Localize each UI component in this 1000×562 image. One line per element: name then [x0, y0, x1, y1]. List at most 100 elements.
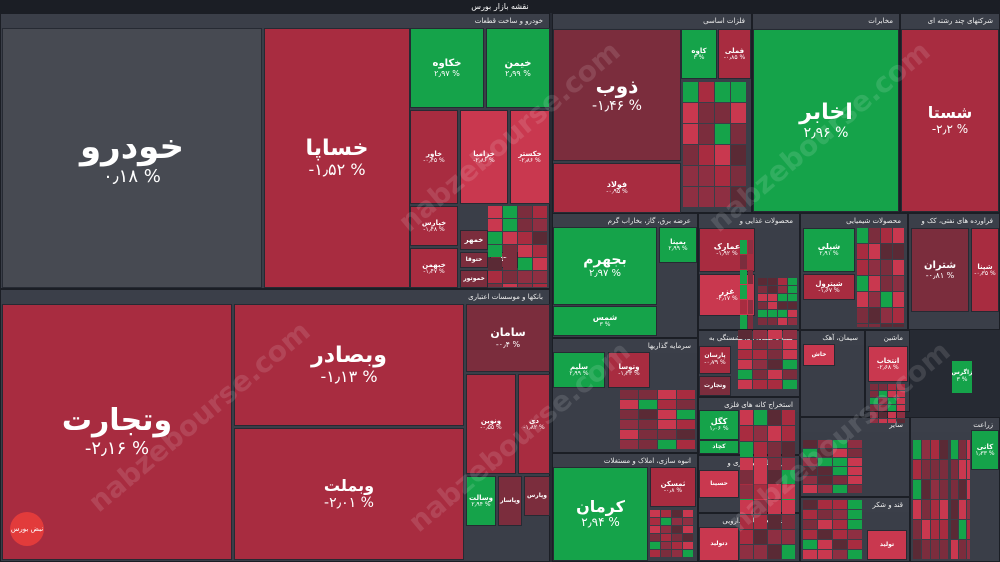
stock-cell[interactable] [503, 245, 517, 257]
stock-cell[interactable] [768, 370, 782, 379]
stock-cell[interactable] [869, 308, 880, 323]
stock-cell[interactable] [740, 315, 747, 329]
stock-cell[interactable] [768, 294, 777, 301]
stock-tile[interactable]: وتجارت% ۲٫۱۶- [2, 304, 232, 560]
stock-cell[interactable] [754, 426, 767, 441]
stock-cell[interactable] [620, 390, 638, 399]
stock-tile[interactable]: اخابر% ۲٫۹۶ [753, 29, 899, 212]
stock-tile[interactable]: خاش [803, 344, 835, 366]
stock-cell[interactable] [803, 467, 817, 475]
stock-cell[interactable] [740, 442, 753, 457]
stock-tile[interactable]: سلیم% ۲٫۹۹ [553, 352, 605, 388]
stock-cell[interactable] [959, 520, 966, 539]
stock-cell[interactable] [758, 286, 767, 293]
stock-cell[interactable] [738, 330, 752, 339]
stock-cell[interactable] [940, 460, 948, 479]
stock-cell[interactable] [782, 470, 795, 484]
stock-cell[interactable] [620, 430, 638, 439]
stock-tile[interactable]: ثمسکن% ۰٫۸- [650, 467, 696, 507]
stock-tile[interactable]: ذوب% ۱٫۴۶- [553, 29, 681, 161]
stock-cell[interactable] [758, 318, 767, 325]
stock-cell[interactable] [833, 449, 847, 457]
stock-cell[interactable] [753, 350, 767, 359]
stock-cell[interactable] [658, 400, 676, 409]
stock-cell[interactable] [518, 232, 532, 244]
stock-cell[interactable] [931, 500, 939, 519]
stock-cell[interactable] [672, 542, 682, 549]
stock-cell[interactable] [488, 219, 502, 231]
stock-tile[interactable]: کچاد [699, 440, 739, 454]
stock-cell[interactable] [768, 340, 782, 349]
stock-cell[interactable] [768, 310, 777, 317]
stock-cell[interactable] [488, 284, 502, 287]
stock-tile[interactable]: ونوین% ۰٫۵۵- [466, 374, 516, 474]
stock-cell[interactable] [967, 460, 970, 479]
stock-cell[interactable] [922, 440, 930, 459]
stock-tile[interactable]: کاوه% ۳ [681, 29, 717, 79]
stock-cell[interactable] [503, 271, 517, 283]
stock-cell[interactable] [959, 540, 966, 559]
stock-cell[interactable] [857, 228, 868, 243]
stock-cell[interactable] [658, 430, 676, 439]
stock-cell[interactable] [869, 228, 880, 243]
stock-cell[interactable] [754, 515, 767, 529]
stock-cell[interactable] [754, 410, 767, 425]
stock-cell[interactable] [731, 124, 746, 144]
stock-tile[interactable]: پارسان% ۰٫۷۹- [699, 346, 731, 374]
stock-cell[interactable] [715, 145, 730, 165]
stock-cell[interactable] [782, 426, 795, 441]
stock-cell[interactable] [888, 398, 896, 404]
stock-cell[interactable] [897, 398, 905, 404]
stock-cell[interactable] [803, 540, 817, 549]
stock-cell[interactable] [922, 520, 930, 539]
stock-cell[interactable] [888, 384, 896, 390]
stock-tile[interactable]: وبملت% ۲٫۰۱- [234, 428, 464, 560]
stock-cell[interactable] [870, 412, 878, 418]
stock-cell[interactable] [658, 390, 676, 399]
stock-cell[interactable] [893, 308, 904, 323]
stock-cell[interactable] [639, 440, 657, 449]
stock-cell[interactable] [833, 476, 847, 484]
stock-cell[interactable] [677, 440, 695, 449]
stock-cell[interactable] [639, 400, 657, 409]
stock-cell[interactable] [699, 166, 714, 186]
stock-cell[interactable] [870, 398, 878, 404]
stock-tile[interactable]: وبصادر% ۱٫۱۳- [234, 304, 464, 426]
stock-cell[interactable] [922, 460, 930, 479]
stock-cell[interactable] [869, 260, 880, 275]
stock-cell[interactable] [888, 419, 896, 423]
stock-cell[interactable] [650, 518, 660, 525]
stock-cell[interactable] [881, 260, 892, 275]
stock-tile[interactable]: شپنا% ۰٫۳۵- [971, 228, 999, 312]
stock-tile[interactable]: فملی% ۰٫۸۵- [718, 29, 751, 79]
stock-tile[interactable]: خپارس% ۱٫۴۸- [410, 206, 458, 246]
stock-tile[interactable]: خکاوه% ۲٫۹۷ [410, 28, 484, 108]
stock-tile[interactable]: انتخاب% ۲٫۶۸- [868, 346, 908, 382]
stock-cell[interactable] [683, 510, 693, 517]
stock-cell[interactable] [672, 510, 682, 517]
stock-cell[interactable] [951, 480, 958, 499]
stock-tile[interactable]: خبهمن% ۱٫۴۷- [410, 248, 458, 288]
stock-cell[interactable] [913, 540, 921, 559]
stock-cell[interactable] [768, 485, 781, 499]
stock-cell[interactable] [931, 520, 939, 539]
stock-cell[interactable] [879, 419, 887, 423]
stock-tile[interactable]: زاگرس% ۳ [951, 360, 973, 394]
stock-cell[interactable] [768, 530, 781, 544]
stock-cell[interactable] [753, 380, 767, 389]
stock-tile[interactable]: شپلی% ۲٫۹۱ [803, 228, 855, 272]
stock-cell[interactable] [740, 545, 753, 559]
stock-cell[interactable] [683, 542, 693, 549]
stock-tile[interactable]: خودرو% ۰٫۱۸ [2, 28, 262, 288]
stock-cell[interactable] [913, 440, 921, 459]
stock-cell[interactable] [788, 310, 797, 317]
stock-cell[interactable] [913, 520, 921, 539]
stock-cell[interactable] [778, 318, 787, 325]
stock-cell[interactable] [913, 460, 921, 479]
stock-cell[interactable] [740, 240, 747, 254]
stock-cell[interactable] [870, 384, 878, 390]
stock-cell[interactable] [959, 460, 966, 479]
stock-cell[interactable] [518, 258, 532, 270]
stock-cell[interactable] [650, 542, 660, 549]
stock-cell[interactable] [778, 286, 787, 293]
